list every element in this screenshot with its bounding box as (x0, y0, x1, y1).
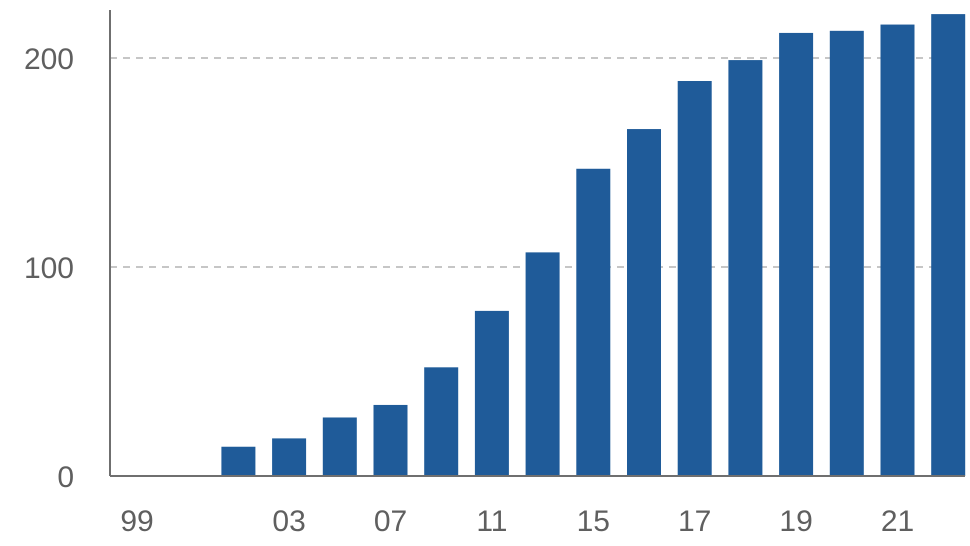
x-tick-label: 17 (678, 505, 711, 538)
y-tick-labels: 0 100 200 (24, 43, 74, 494)
bar-17 (677, 80, 712, 477)
bar-20 (829, 30, 864, 477)
bar-03 (272, 438, 307, 476)
bars (221, 14, 966, 477)
bar-09 (424, 367, 459, 476)
x-tick-label: 21 (881, 505, 914, 538)
x-tick-labels: 990307111517192123 (120, 505, 914, 538)
bar-05 (322, 417, 357, 476)
bar-18 (728, 60, 763, 477)
axes (109, 10, 965, 477)
bar-13 (525, 252, 560, 476)
y-tick-label: 0 (57, 461, 74, 494)
bar-22 (931, 14, 966, 477)
bar-15 (576, 168, 611, 476)
y-tick-label: 200 (24, 43, 74, 76)
bar-11 (474, 310, 509, 476)
x-tick-label: 03 (272, 505, 305, 538)
bar-21 (880, 24, 915, 477)
bar-19 (779, 32, 814, 477)
x-tick-label: 11 (476, 505, 507, 538)
x-tick-label: 99 (120, 505, 153, 538)
bar-02 (221, 446, 256, 476)
bar-16 (627, 129, 661, 476)
x-tick-label: 15 (577, 505, 610, 538)
y-tick-label: 100 (24, 252, 74, 285)
x-tick-label: 07 (374, 505, 407, 538)
x-tick-label: 19 (779, 505, 812, 538)
bar-07 (373, 404, 408, 476)
